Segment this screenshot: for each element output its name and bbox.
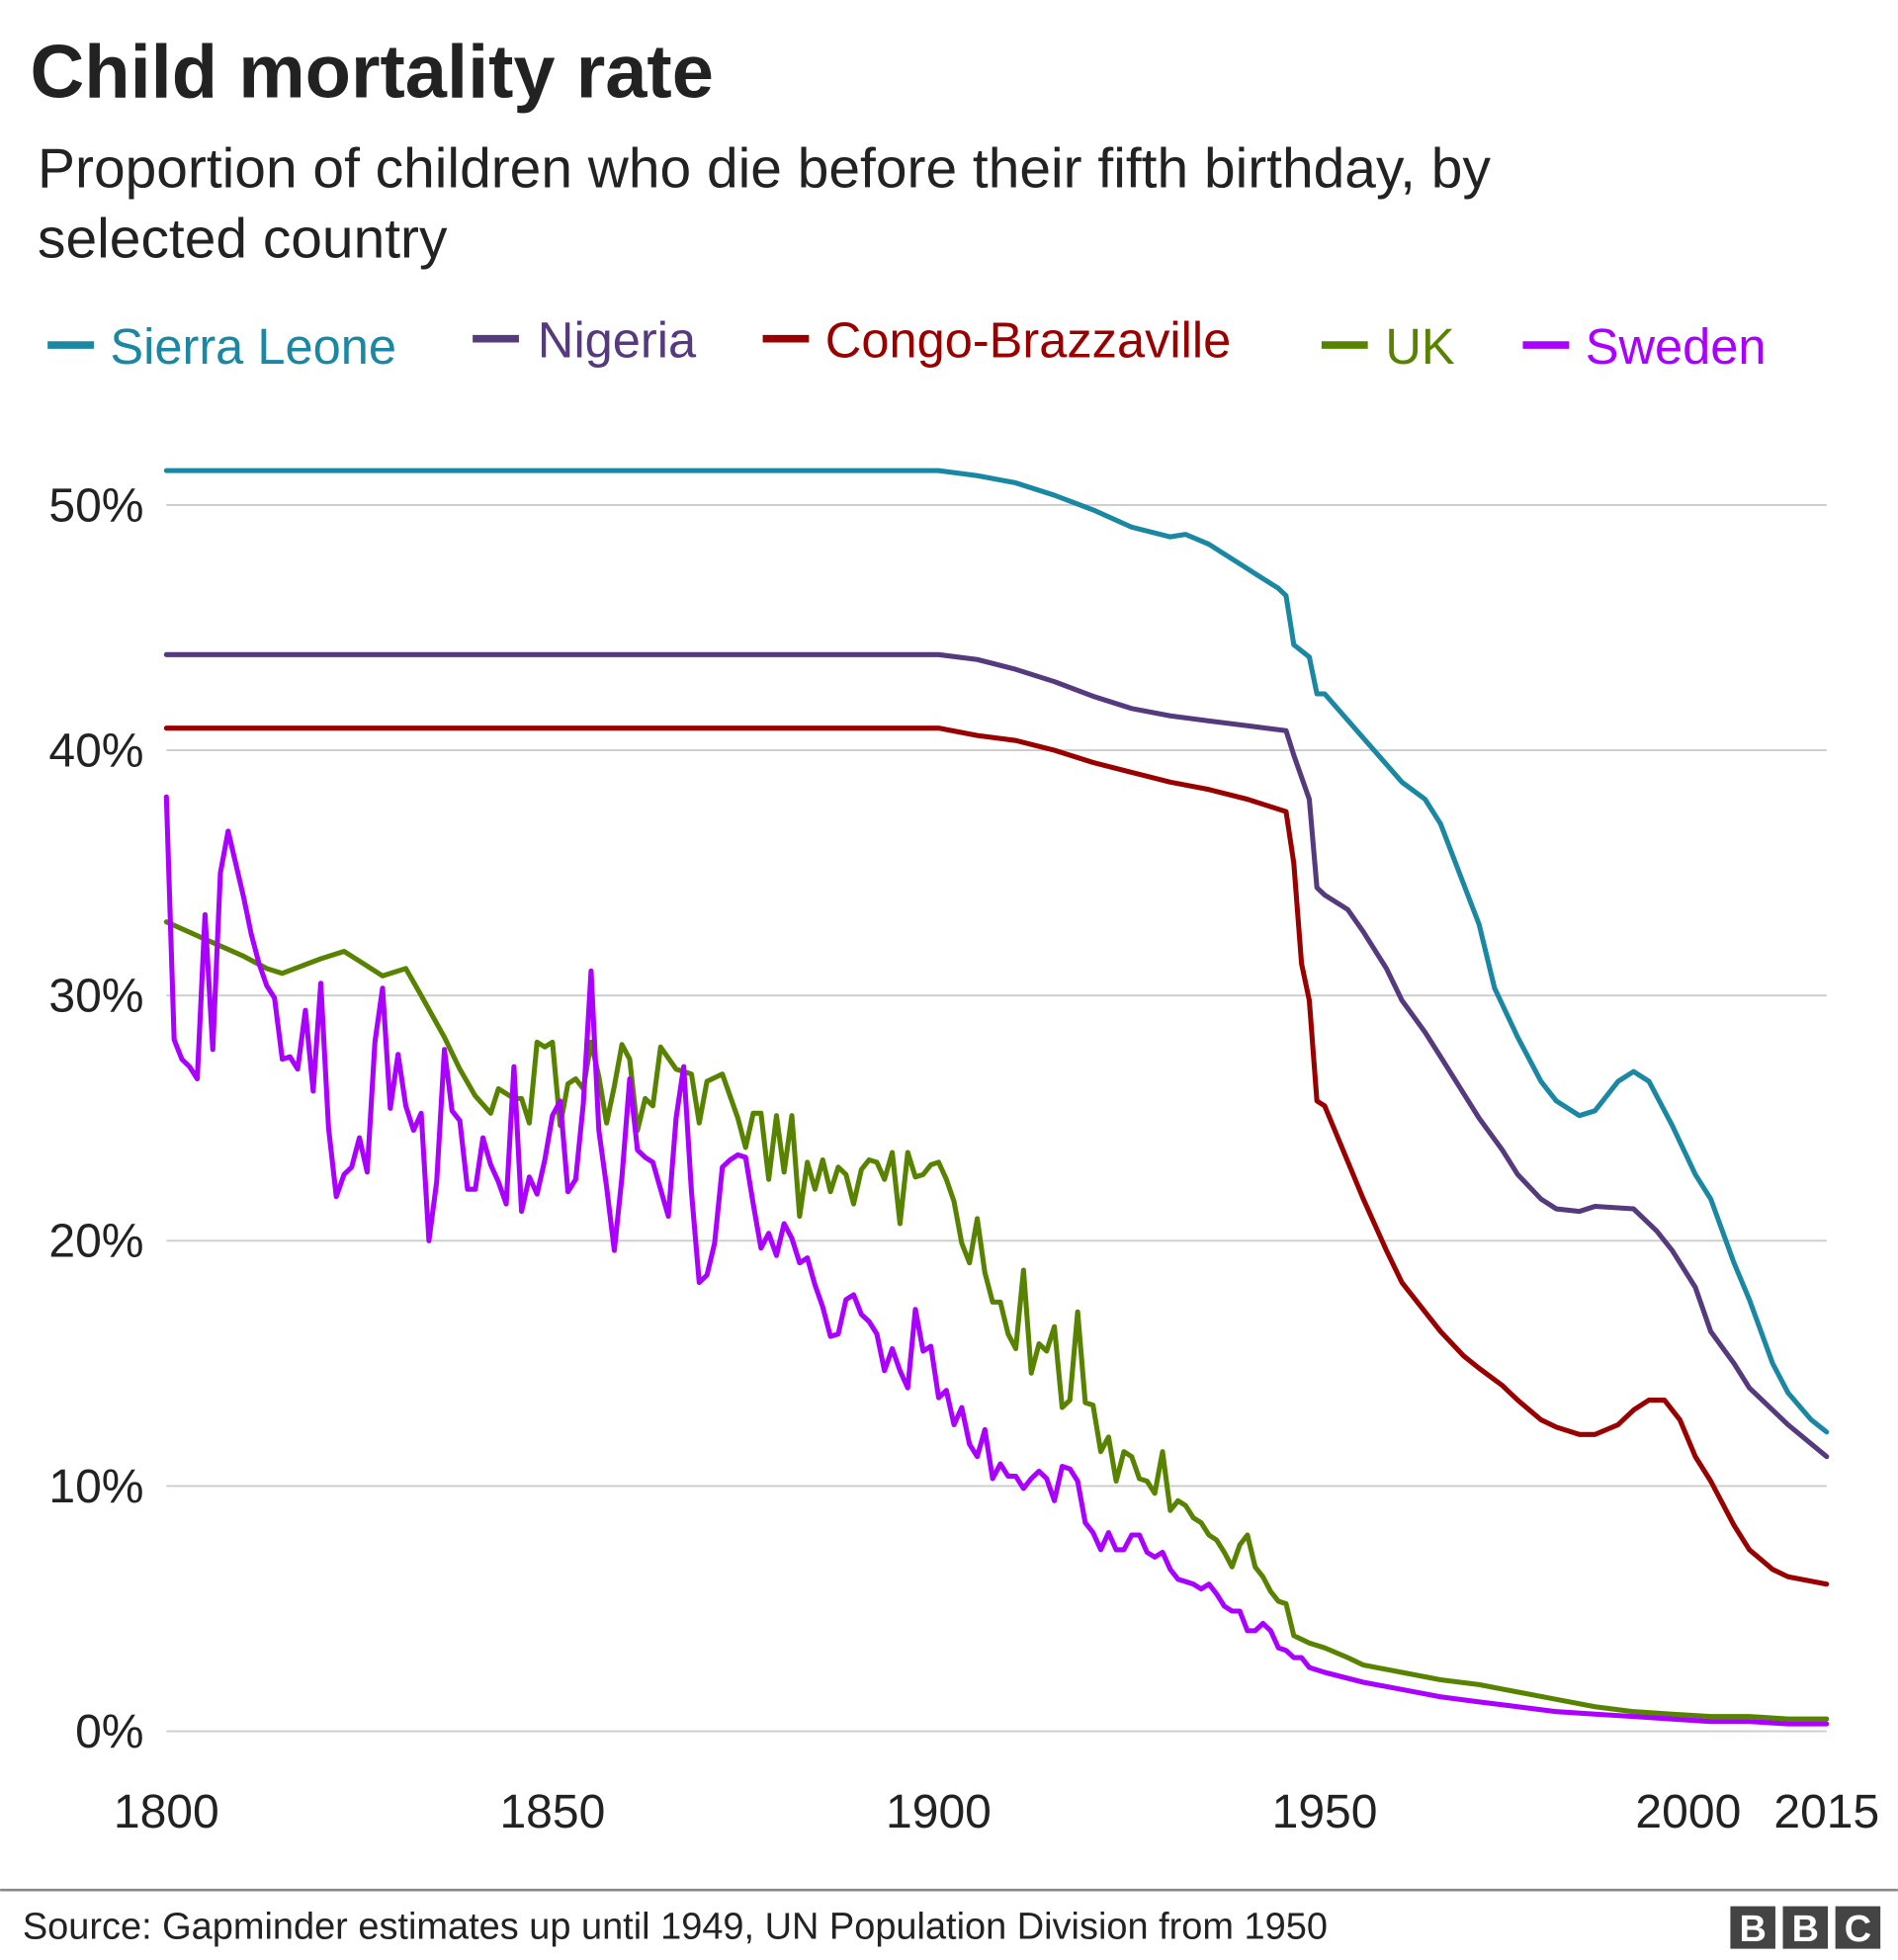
x-tick-label: 1950	[1272, 1786, 1378, 1838]
series-line-congo-brazzaville	[163, 725, 1830, 1587]
y-tick-label: 10%	[48, 1461, 143, 1513]
legend: Sierra Leone Nigeria Congo-Brazzaville UK Sw…	[47, 312, 1766, 375]
svg-text:B: B	[1739, 1909, 1766, 1950]
chart-title: Child mortality rate	[30, 31, 713, 115]
series-line-nigeria	[163, 651, 1830, 1460]
series-line-uk	[163, 919, 1830, 1722]
svg-text:B: B	[1792, 1909, 1819, 1950]
chart-subtitle-line-1: Proportion of children who die before th…	[38, 137, 1491, 201]
x-tick-label: 2000	[1635, 1786, 1741, 1838]
legend-item: Sweden	[1522, 318, 1766, 375]
legend-label: UK	[1385, 318, 1455, 375]
legend-item: UK	[1321, 318, 1455, 375]
y-axis-ticks: 0% 10% 20% 30% 40% 50%	[48, 479, 143, 1758]
legend-label: Nigeria	[538, 312, 697, 369]
legend-label: Sweden	[1586, 318, 1767, 375]
legend-item: Congo-Brazzaville	[762, 312, 1231, 369]
gridlines	[166, 503, 1827, 1733]
bbc-logo: B B C	[1730, 1906, 1881, 1950]
y-tick-label: 40%	[48, 724, 143, 777]
legend-item: Sierra Leone	[47, 318, 396, 375]
y-tick-label: 50%	[48, 479, 143, 532]
x-tick-label: 2015	[1773, 1786, 1879, 1838]
legend-label: Sierra Leone	[110, 318, 396, 375]
y-tick-label: 30%	[48, 971, 143, 1023]
x-tick-label: 1900	[886, 1786, 992, 1838]
legend-item: Nigeria	[473, 312, 697, 369]
x-axis-ticks: 1800 1850 1900 1950 2000 2015	[114, 1786, 1879, 1838]
source-note: Source: Gapminder estimates up until 194…	[23, 1907, 1328, 1948]
x-tick-label: 1850	[499, 1786, 605, 1838]
legend-label: Congo-Brazzaville	[825, 312, 1231, 369]
svg-text:C: C	[1845, 1909, 1871, 1950]
series-lines	[163, 468, 1830, 1727]
y-tick-label: 20%	[48, 1216, 143, 1268]
y-tick-label: 0%	[75, 1706, 143, 1758]
chart-subtitle-line-2: selected country	[38, 208, 448, 271]
series-line-sierra-leone	[163, 468, 1830, 1435]
series-line-sweden	[163, 794, 1830, 1727]
x-tick-label: 1800	[114, 1786, 219, 1838]
